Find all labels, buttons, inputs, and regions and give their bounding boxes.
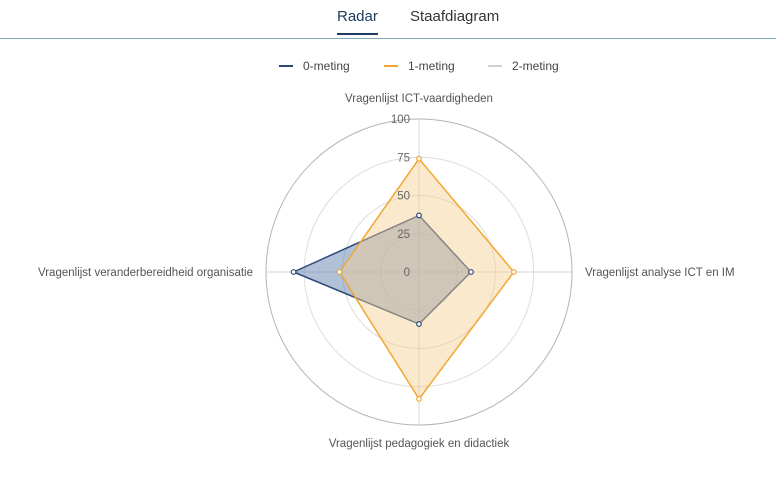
view-tabs: Radar Staafdiagram: [0, 0, 776, 39]
tab-staafdiagram[interactable]: Staafdiagram: [410, 8, 500, 25]
chart-legend: 0-meting 1-meting 2-meting: [0, 59, 776, 77]
tick-label: 25: [397, 229, 410, 241]
legend-line-icon: [384, 65, 398, 67]
data-point-0-meting: [468, 269, 474, 275]
legend-label: 0-meting: [303, 59, 350, 73]
legend-line-icon: [488, 65, 502, 67]
data-point-0-meting: [290, 269, 297, 275]
data-point-1-meting: [416, 155, 422, 162]
series-area-1-meting: [338, 158, 515, 400]
legend-item-2-meting[interactable]: 2-meting: [488, 59, 559, 73]
data-point-0-meting: [416, 321, 422, 327]
axis-label: Vragenlijst ICT-vaardigheden: [345, 93, 493, 105]
legend-line-icon: [279, 65, 293, 67]
tick-label: 0: [404, 267, 410, 279]
tick-label: 50: [397, 191, 410, 203]
legend-label: 2-meting: [512, 59, 559, 73]
legend-item-1-meting[interactable]: 1-meting: [384, 59, 455, 73]
legend-item-0-meting[interactable]: 0-meting: [279, 59, 350, 73]
tick-label: 75: [397, 152, 410, 164]
axis-label: Vragenlijst analyse ICT en IM: [585, 267, 735, 279]
data-point-1-meting: [510, 269, 517, 275]
axis-label: Vragenlijst veranderbereidheid organisat…: [38, 267, 253, 279]
legend-label: 1-meting: [408, 59, 455, 73]
data-point-1-meting: [416, 396, 422, 402]
data-point-1-meting: [336, 269, 343, 275]
tab-radar[interactable]: Radar: [337, 8, 378, 35]
data-point-0-meting: [416, 212, 422, 219]
axis-label: Vragenlijst pedagogiek en didactiek: [329, 438, 510, 450]
tick-label: 100: [391, 114, 410, 126]
